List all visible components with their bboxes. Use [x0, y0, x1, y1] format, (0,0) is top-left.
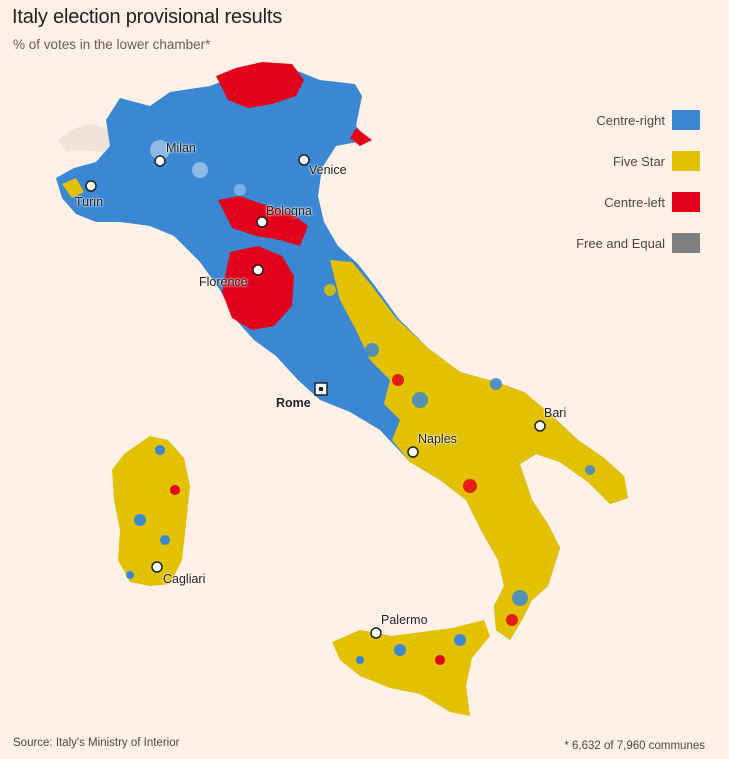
legend-swatch	[672, 110, 700, 130]
legend-item-centre-right: Centre-right	[500, 110, 700, 130]
legend-swatch	[672, 192, 700, 212]
legend-swatch	[672, 151, 700, 171]
legend-item-free-and-equal: Free and Equal	[500, 233, 700, 253]
chart-title: Italy election provisional results	[12, 6, 282, 28]
mainland-centre-left-trentino	[350, 128, 372, 146]
mainland-five-star-south	[330, 260, 628, 640]
bari-marker	[534, 420, 546, 432]
neighbour-land	[58, 124, 118, 152]
cagliari-label: Cagliari	[163, 572, 206, 586]
mainland-five-star-north	[62, 178, 84, 198]
cagliari-marker	[151, 561, 163, 573]
venice-marker	[298, 154, 310, 166]
legend-label: Five Star	[612, 153, 665, 169]
turin-label: Turin	[75, 195, 104, 209]
sardinia	[112, 436, 190, 586]
bologna-marker	[256, 216, 268, 228]
legend-label: Free and Equal	[576, 235, 665, 251]
florence-marker	[252, 264, 264, 276]
milan-label: Milan	[166, 141, 196, 155]
palermo-marker	[370, 627, 382, 639]
sardinia-speckles	[126, 445, 180, 579]
bari-label: Bari	[544, 406, 567, 420]
naples-label: Naples	[418, 432, 457, 446]
legend-swatch	[672, 233, 700, 253]
legend: Centre-right Five Star Centre-left Free …	[500, 110, 700, 274]
source-note: Source: Italy's Ministry of Interior	[13, 737, 180, 749]
rome-label: Rome	[276, 396, 311, 410]
milan-marker	[154, 155, 166, 167]
bologna-label: Bologna	[266, 204, 312, 218]
naples-marker	[407, 446, 419, 458]
legend-label: Centre-right	[596, 112, 665, 128]
venice-label: Venice	[309, 163, 347, 177]
sicily	[332, 620, 490, 716]
city-markers	[85, 154, 546, 639]
legend-item-five-star: Five Star	[500, 151, 700, 171]
sicily-speckles	[356, 634, 466, 665]
mixed-commune-speckles	[150, 140, 595, 626]
footnote: * 6,632 of 7,960 communes	[564, 740, 705, 752]
florence-label: Florence	[199, 275, 248, 289]
rome-marker	[314, 382, 328, 396]
mainland-centre-left-tuscany	[222, 246, 294, 330]
palermo-label: Palermo	[381, 613, 428, 627]
chart-subtitle: % of votes in the lower chamber*	[13, 37, 211, 52]
mainland-centre-left-tyrol	[216, 62, 304, 108]
legend-label: Centre-left	[604, 194, 665, 210]
turin-marker	[85, 180, 97, 192]
legend-item-centre-left: Centre-left	[500, 192, 700, 212]
